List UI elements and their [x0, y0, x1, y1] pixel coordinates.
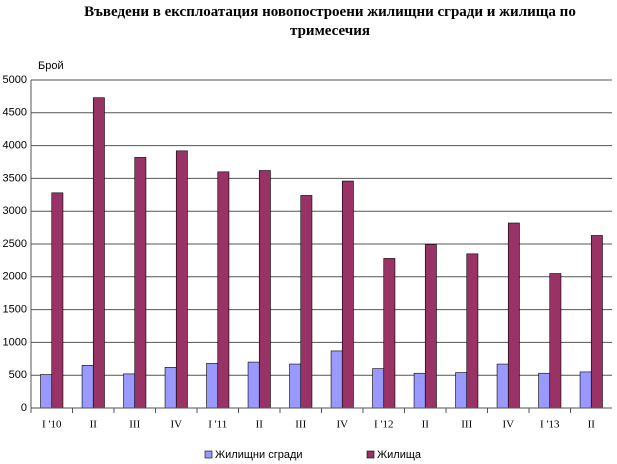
x-tick-label: II — [422, 419, 430, 431]
bar — [466, 253, 479, 409]
x-tick-label: II — [256, 419, 264, 431]
y-tick-label: 3000 — [3, 205, 27, 217]
y-tick-label: 1500 — [3, 304, 27, 316]
bar — [175, 150, 188, 409]
bar — [496, 363, 509, 409]
y-tick-label: 4500 — [3, 107, 27, 119]
x-tick-label: III — [129, 419, 140, 431]
bar — [217, 171, 230, 409]
x-tick-label: III — [295, 419, 306, 431]
y-tick-label: 500 — [9, 369, 27, 381]
bar — [330, 350, 343, 409]
bar — [40, 374, 53, 409]
bar — [424, 244, 437, 409]
y-tick-label: 2500 — [3, 238, 27, 250]
bar — [164, 367, 177, 409]
bar — [341, 180, 354, 409]
bar — [123, 373, 136, 409]
legend-swatch — [366, 450, 375, 459]
bar — [247, 361, 260, 409]
y-tick-label: 0 — [21, 402, 27, 414]
y-tick-label: 2000 — [3, 271, 27, 283]
y-axis-label: Брой — [38, 60, 64, 72]
bar — [51, 192, 64, 409]
bar — [383, 258, 396, 409]
bar — [413, 372, 426, 409]
y-tick-label: 5000 — [3, 74, 27, 86]
legend-swatch — [204, 450, 213, 459]
bar — [81, 365, 94, 409]
chart-title: Въведени в експлоатация новопостроени жи… — [84, 4, 576, 39]
bar — [300, 195, 313, 409]
x-tick-label: I '13 — [540, 419, 560, 431]
x-tick-label: II — [588, 419, 596, 431]
bar — [507, 222, 520, 409]
bar — [590, 235, 603, 409]
x-tick-label: III — [461, 419, 472, 431]
legend-label: Жилища — [377, 449, 422, 461]
bar — [549, 273, 562, 409]
x-tick-label: I '12 — [374, 419, 393, 431]
bar — [206, 363, 219, 409]
x-tick-label: I '10 — [42, 419, 62, 431]
x-tick-label: IV — [336, 419, 348, 431]
bar — [289, 363, 302, 409]
x-tick-label: IV — [170, 419, 182, 431]
bar — [455, 372, 468, 409]
legend-label: Жилищни сгради — [215, 449, 303, 461]
y-tick-label: 1000 — [3, 336, 27, 348]
y-tick-label: 4000 — [3, 140, 27, 152]
bar — [258, 170, 271, 409]
x-tick-label: II — [90, 419, 98, 431]
x-tick-label: I '11 — [208, 419, 227, 431]
bar — [538, 372, 551, 409]
bar — [92, 97, 105, 409]
bar — [134, 157, 147, 409]
bar — [579, 371, 592, 409]
bar — [372, 368, 385, 409]
y-tick-label: 3500 — [3, 172, 27, 184]
x-tick-label: IV — [502, 419, 514, 431]
